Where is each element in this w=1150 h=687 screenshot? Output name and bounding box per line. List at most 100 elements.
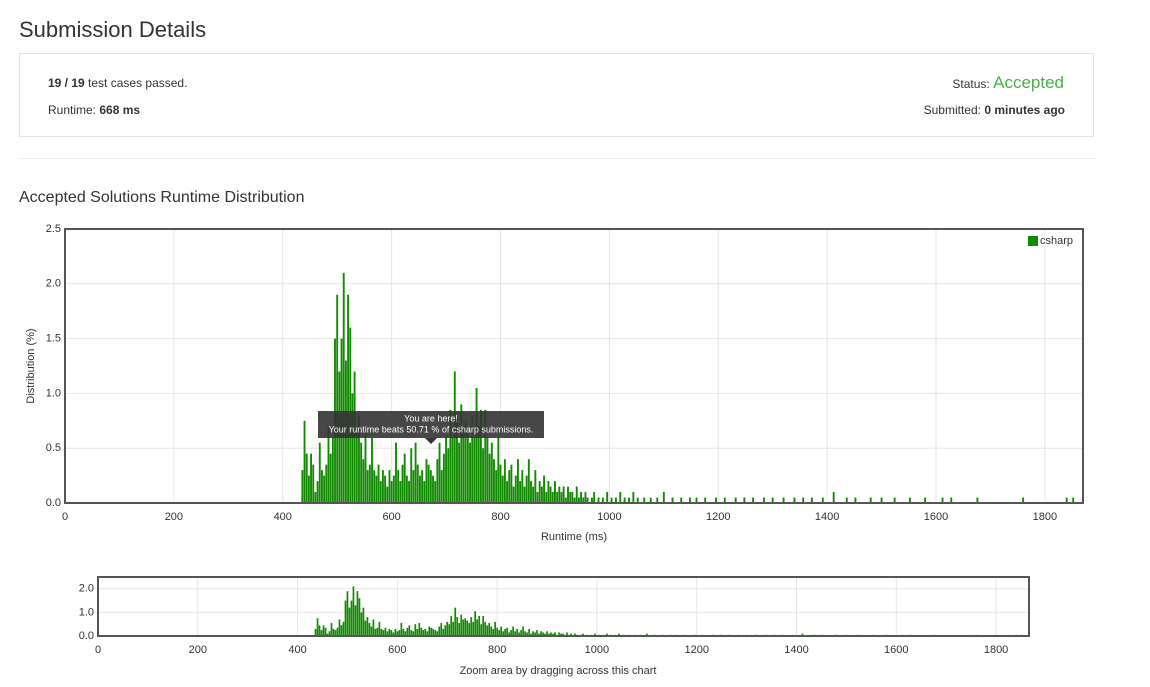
- bar: [810, 497, 813, 503]
- bar: [542, 632, 544, 636]
- bar: [495, 470, 498, 503]
- bar: [508, 470, 511, 503]
- bar: [458, 623, 461, 636]
- bar: [484, 621, 487, 636]
- bar: [373, 470, 376, 503]
- bar: [502, 631, 504, 636]
- bar: [305, 453, 308, 503]
- bar: [460, 614, 463, 636]
- bar: [498, 630, 500, 636]
- bar: [544, 633, 546, 636]
- bar: [408, 481, 410, 503]
- bar: [567, 486, 569, 503]
- bar: [594, 633, 596, 636]
- bar: [649, 497, 652, 503]
- bar: [404, 631, 407, 636]
- bar: [536, 630, 538, 636]
- tooltip-pointer: [425, 438, 437, 444]
- bar: [436, 459, 439, 503]
- bar: [445, 437, 448, 503]
- x-tick-label: 800: [488, 644, 506, 656]
- bar: [763, 497, 765, 503]
- bar: [323, 475, 326, 503]
- bar: [371, 437, 373, 503]
- bar: [358, 598, 361, 636]
- bar: [448, 624, 451, 636]
- bar: [464, 618, 467, 636]
- bar: [469, 442, 471, 503]
- bar: [424, 628, 427, 636]
- bar: [462, 619, 465, 636]
- x-tick-label: 1800: [984, 644, 1008, 656]
- y-tick-label: 2.0: [46, 278, 61, 290]
- bar: [494, 621, 496, 636]
- bar: [471, 415, 474, 503]
- x-tick-label: 1400: [815, 511, 839, 523]
- bar: [493, 459, 495, 503]
- bar: [438, 626, 441, 636]
- bar: [392, 475, 395, 503]
- bar: [419, 475, 421, 503]
- bar: [421, 470, 424, 503]
- bar: [314, 492, 317, 503]
- bar: [715, 497, 718, 503]
- y-tick-label: 1.0: [46, 387, 61, 399]
- bar: [558, 486, 561, 503]
- bar: [527, 459, 530, 503]
- bar: [312, 464, 315, 503]
- bar: [554, 632, 556, 636]
- bar: [372, 619, 375, 636]
- x-tick-label: 800: [491, 511, 509, 523]
- bar: [534, 470, 537, 503]
- bar: [394, 628, 397, 636]
- bar: [405, 475, 408, 503]
- bar: [606, 492, 609, 503]
- bar: [514, 631, 516, 636]
- bar: [506, 481, 508, 503]
- bar: [436, 631, 439, 636]
- bar: [562, 633, 564, 636]
- bar: [330, 623, 333, 636]
- bar: [519, 481, 522, 503]
- bar: [569, 492, 572, 503]
- bar: [618, 633, 620, 636]
- submitted-line: Submitted: 0 minutes ago: [924, 103, 1065, 117]
- bar: [632, 492, 635, 503]
- bar: [499, 464, 502, 503]
- bar: [374, 628, 377, 636]
- bar: [532, 631, 534, 636]
- separator: [19, 158, 1096, 159]
- bar: [538, 633, 540, 636]
- bar: [324, 627, 327, 636]
- bar: [456, 617, 459, 636]
- x-axis-label: Runtime (ms): [541, 531, 607, 543]
- bar: [832, 492, 835, 503]
- x-tick-label: 1000: [585, 644, 609, 656]
- bar: [525, 475, 528, 503]
- bar: [734, 497, 737, 503]
- legend-label: csharp: [1040, 235, 1073, 247]
- bar: [402, 628, 405, 636]
- bar: [375, 475, 378, 503]
- bar: [477, 426, 480, 503]
- bar: [548, 633, 550, 636]
- bar: [355, 431, 358, 503]
- bar: [512, 486, 515, 503]
- bar: [452, 621, 455, 636]
- bar: [614, 497, 617, 503]
- bar: [464, 420, 467, 503]
- bar: [360, 442, 363, 503]
- bar: [771, 497, 774, 503]
- x-tick-label: 1600: [924, 511, 948, 523]
- bar: [362, 459, 365, 503]
- tooltip-box: [318, 411, 544, 438]
- x-tick-label: 1400: [784, 644, 808, 656]
- bar: [344, 600, 347, 636]
- overview-caption: Zoom area by dragging across this chart: [460, 665, 657, 677]
- bar: [416, 628, 419, 636]
- bar: [414, 624, 417, 636]
- bar: [476, 619, 479, 636]
- bar: [628, 497, 630, 503]
- bar: [560, 633, 562, 636]
